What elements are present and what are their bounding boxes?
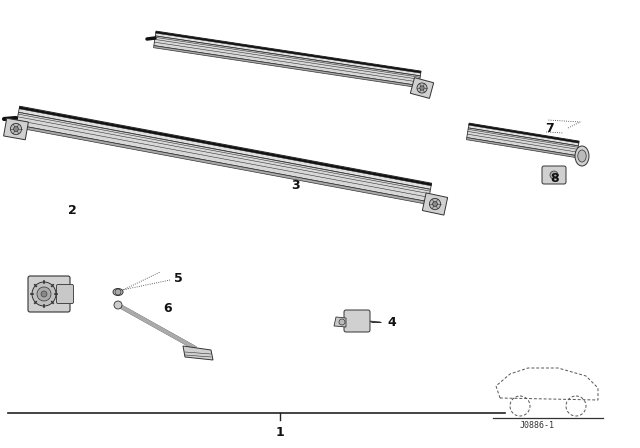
Circle shape bbox=[37, 287, 51, 301]
Circle shape bbox=[429, 198, 440, 210]
Text: 8: 8 bbox=[550, 172, 559, 185]
Text: —: — bbox=[371, 317, 382, 327]
FancyBboxPatch shape bbox=[344, 310, 370, 332]
Ellipse shape bbox=[113, 289, 123, 296]
Text: 6: 6 bbox=[164, 302, 172, 314]
Circle shape bbox=[13, 127, 19, 131]
Polygon shape bbox=[19, 106, 431, 190]
Circle shape bbox=[114, 301, 122, 309]
Text: J0886-1: J0886-1 bbox=[520, 421, 555, 430]
Text: 3: 3 bbox=[291, 178, 300, 191]
FancyBboxPatch shape bbox=[542, 166, 566, 184]
Polygon shape bbox=[334, 317, 346, 327]
Text: 5: 5 bbox=[173, 271, 182, 284]
Circle shape bbox=[115, 289, 121, 295]
Polygon shape bbox=[467, 138, 577, 158]
Circle shape bbox=[32, 282, 56, 306]
Polygon shape bbox=[156, 31, 421, 76]
Circle shape bbox=[550, 171, 558, 179]
Polygon shape bbox=[422, 193, 447, 215]
Polygon shape bbox=[156, 31, 421, 73]
Polygon shape bbox=[16, 112, 431, 202]
FancyBboxPatch shape bbox=[28, 276, 70, 312]
Text: 2: 2 bbox=[68, 203, 76, 216]
Circle shape bbox=[433, 202, 437, 207]
Polygon shape bbox=[154, 46, 419, 88]
Circle shape bbox=[339, 319, 345, 325]
Polygon shape bbox=[4, 118, 28, 140]
Polygon shape bbox=[468, 123, 579, 146]
Polygon shape bbox=[468, 123, 579, 143]
Polygon shape bbox=[154, 36, 420, 86]
Circle shape bbox=[417, 83, 427, 93]
Polygon shape bbox=[467, 128, 579, 155]
Ellipse shape bbox=[578, 150, 586, 162]
Polygon shape bbox=[16, 125, 428, 204]
Circle shape bbox=[41, 291, 47, 297]
Circle shape bbox=[420, 86, 424, 90]
Text: 7: 7 bbox=[546, 121, 554, 134]
FancyBboxPatch shape bbox=[56, 284, 74, 303]
Text: 1: 1 bbox=[276, 426, 284, 439]
Circle shape bbox=[10, 123, 22, 134]
Text: 4: 4 bbox=[388, 315, 396, 328]
Ellipse shape bbox=[575, 146, 589, 166]
Polygon shape bbox=[183, 346, 213, 360]
Polygon shape bbox=[19, 107, 431, 186]
Polygon shape bbox=[410, 78, 434, 99]
